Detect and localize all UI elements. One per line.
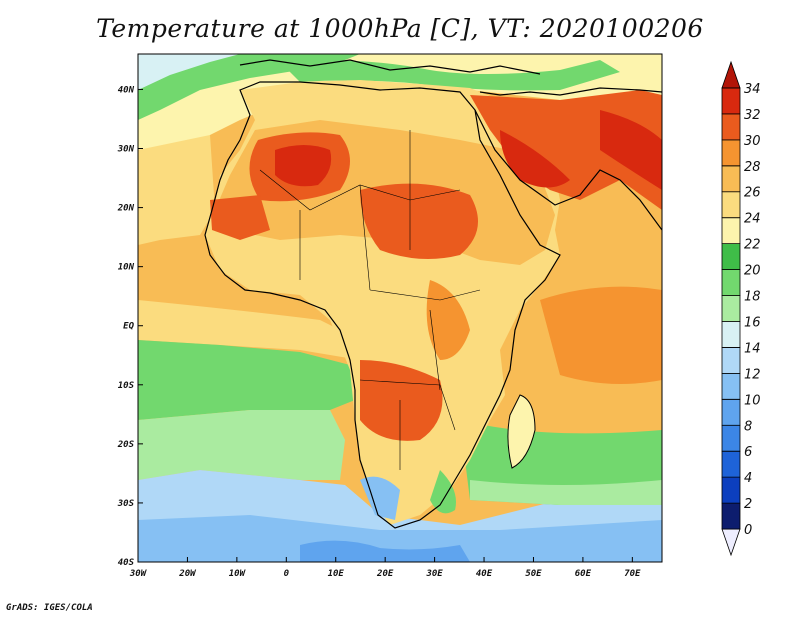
field-med-sea (280, 60, 620, 91)
colorbar-swatch (721, 191, 741, 219)
x-tick-label: 10W (229, 569, 247, 579)
field-madagascar (507, 394, 536, 469)
field-sudan-hot (360, 183, 478, 259)
x-tick-label: 20E (376, 569, 394, 579)
colorbar-label: 32 (744, 108, 761, 123)
field-south-atlantic-lightgreen (138, 410, 345, 480)
x-tick-label: 30W (129, 569, 148, 579)
colorbar-label: 4 (744, 471, 752, 486)
field-gulf-guinea (138, 300, 360, 360)
field-canary-ocean (138, 135, 215, 245)
colorbar-swatch (721, 398, 741, 426)
colorbar-label: 30 (744, 134, 761, 149)
field-arabia-hottest (500, 130, 570, 188)
colorbar-label: 16 (744, 315, 761, 330)
x-tick-label: 30E (425, 569, 443, 579)
field-cape-cool (360, 476, 400, 520)
y-axis: 40N 30N 20N 10N EQ 10S 20S 30S 40S (117, 85, 143, 568)
field-southern-ocean-cool (138, 515, 662, 562)
field-indian-ocean-lightgreen (470, 480, 662, 505)
x-tick-label: 60E (575, 569, 592, 579)
field-south-atlantic-green (138, 340, 355, 420)
coastline-arabia (474, 109, 662, 231)
colorbar-swatch (721, 424, 741, 452)
y-tick-label: 30N (117, 145, 135, 155)
colorbar-label: 6 (744, 445, 752, 460)
colorbar-swatch (721, 528, 741, 557)
colorbar-swatch (721, 217, 741, 245)
coastlines (204, 59, 662, 529)
field-southern-africa-hot (360, 360, 443, 441)
x-tick-label: 50E (525, 569, 542, 579)
y-tick-label: 20S (117, 440, 135, 450)
x-axis: 30W 20W 10W 0 10E 20E 30E 40E 50E 60E 70E (129, 557, 641, 579)
colorbar-label: 0 (744, 523, 752, 538)
map-field (138, 54, 662, 562)
y-tick-label: 10N (118, 263, 135, 273)
colorbar-label: 34 (744, 82, 761, 97)
y-tick-label: 30S (117, 499, 135, 509)
x-tick-label: 70E (624, 569, 641, 579)
coastline-asia-north (479, 87, 662, 96)
y-tick-label: 10S (118, 381, 135, 391)
field-mauritania-hot (210, 195, 270, 240)
colorbar-label: 2 (744, 497, 752, 512)
x-tick-label: 40E (476, 569, 493, 579)
colorbar-swatch (721, 139, 741, 167)
coastline-africa (204, 81, 561, 529)
x-tick-label: 10E (328, 569, 345, 579)
colorbar-swatch (721, 295, 741, 322)
colorbar-swatch (721, 87, 741, 115)
field-east-africa-warm (426, 280, 470, 360)
y-tick-label: 40S (118, 558, 135, 568)
colorbar-label: 18 (744, 290, 761, 305)
colorbar-label: 22 (744, 238, 761, 253)
field-north-atlantic-cool (138, 54, 240, 90)
colorbar-swatch (721, 269, 741, 296)
colorbar-swatch (721, 502, 741, 530)
colorbar-swatch (721, 113, 741, 141)
colorbar-swatch (721, 165, 741, 193)
colorbar-swatch (721, 372, 741, 400)
coastline-europe (239, 59, 541, 75)
field-sahara-west-hottest (275, 145, 332, 187)
colorbar-label: 12 (744, 367, 761, 382)
colorbar-label: 26 (744, 186, 761, 201)
plot-frame (137, 53, 663, 563)
field-north-atlantic-green (138, 54, 360, 120)
colorbar-label: 20 (744, 264, 761, 279)
colorbar-label: 8 (744, 419, 752, 434)
border-line (359, 184, 371, 291)
colorbar-swatch (721, 243, 741, 270)
x-tick-label: 20W (178, 569, 197, 579)
field-natal-green (430, 470, 456, 514)
colorbar-swatch (721, 476, 741, 504)
y-tick-label: 40N (118, 85, 135, 95)
colorbar-label: 24 (744, 212, 761, 227)
grads-credit: GrADS: IGES/COLA (6, 603, 93, 613)
colorbar-swatch (721, 347, 741, 374)
colorbar-label: 28 (744, 160, 761, 175)
colorbar-swatch (721, 450, 741, 478)
field-india-hot (600, 110, 662, 190)
x-tick-label: 0 (284, 569, 290, 579)
colorbar-label: 10 (744, 393, 761, 408)
border-line (429, 309, 441, 391)
colorbar-label: 14 (744, 341, 761, 356)
field-indian-ocean-warm (540, 286, 662, 384)
border-line (369, 289, 481, 301)
map-title: Temperature at 1000hPa [C], VT: 20201002… (96, 14, 704, 43)
field-southern-ocean-cold (300, 540, 470, 562)
borders (259, 130, 481, 470)
colorbar-swatch (721, 60, 741, 89)
colorbar-swatch (721, 321, 741, 348)
border-line (359, 379, 456, 431)
y-tick-label: 20N (117, 204, 135, 214)
y-tick-label: EQ (123, 322, 134, 332)
